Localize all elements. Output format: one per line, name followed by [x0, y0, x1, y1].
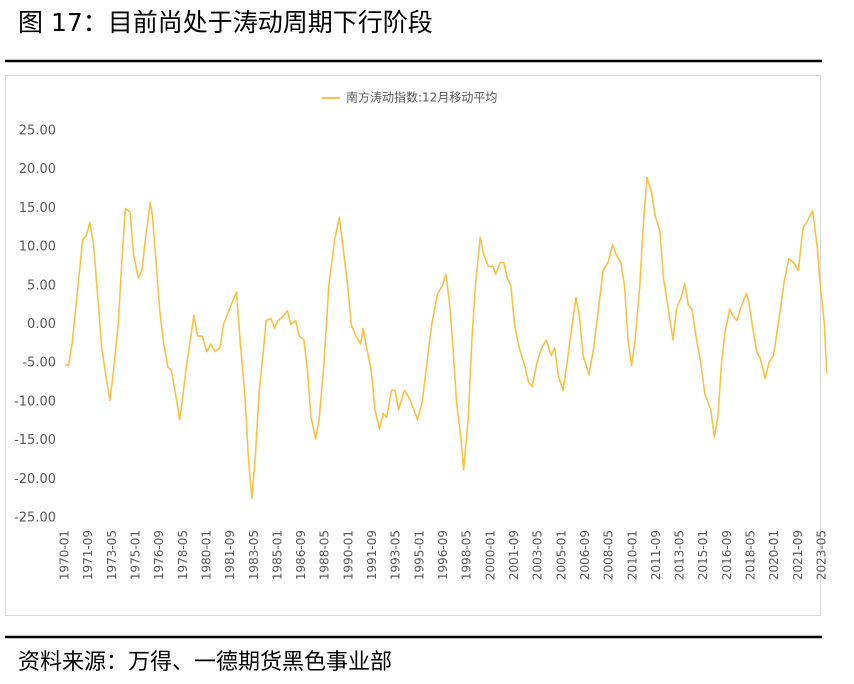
x-tick-label: 1996-09: [436, 530, 450, 580]
source-note: 资料来源：万得、一德期货黑色事业部: [18, 650, 392, 675]
x-tick-label: 1985-01: [270, 530, 284, 580]
x-tick-label: 1990-01: [341, 530, 355, 580]
x-tick-label: 2005-01: [554, 530, 568, 580]
series-line: [64, 176, 828, 500]
y-tick-label: 0.00: [27, 317, 56, 332]
y-tick-label: 5.00: [27, 278, 56, 293]
x-tick-label: 1995-01: [412, 530, 426, 580]
y-tick-label: -20.00: [14, 472, 56, 487]
x-tick-label: 2010-01: [625, 530, 639, 580]
x-tick-label: 1975-01: [128, 530, 142, 580]
x-tick-label: 1976-09: [152, 530, 166, 580]
y-tick-label: 15.00: [19, 201, 56, 216]
y-tick-label: -10.00: [14, 394, 56, 409]
x-tick-label: 2013-05: [673, 530, 687, 580]
x-tick-label: 2008-05: [602, 530, 616, 580]
y-tick-label: 20.00: [19, 162, 56, 177]
x-tick-label: 2003-05: [531, 530, 545, 580]
chart: 25.00 20.00 15.00 10.00 5.00 0.00 -5.00 -10.00 -…: [14, 90, 828, 581]
x-tick-label: 1981-09: [223, 530, 237, 580]
x-tick-label: 1980-01: [199, 530, 213, 580]
x-tick-label: 2011-09: [649, 530, 663, 580]
x-tick-label: 2018-05: [744, 530, 758, 580]
y-tick-label: 10.00: [19, 240, 56, 255]
x-tick-label: 1983-05: [247, 530, 261, 580]
x-tick-label: 2020-01: [767, 530, 781, 580]
y-tick-label: -25.00: [14, 511, 56, 526]
x-tick-label: 1970-01: [58, 530, 72, 580]
y-tick-label: 25.00: [19, 124, 56, 139]
x-tick-label: 2006-09: [578, 530, 592, 580]
x-tick-label: 2000-01: [483, 530, 497, 580]
x-tick-label: 1998-05: [460, 530, 474, 580]
x-tick-label: 2023-05: [815, 530, 829, 580]
x-tick-label: 2001-09: [507, 530, 521, 580]
y-tick-label: -5.00: [22, 356, 56, 371]
x-tick-label: 1971-09: [81, 530, 95, 580]
x-tick-label: 2021-09: [791, 530, 805, 580]
x-tick-label: 1993-05: [389, 530, 403, 580]
x-tick-label: 1988-05: [318, 530, 332, 580]
y-tick-label: -15.00: [14, 433, 56, 448]
x-tick-label: 1986-09: [294, 530, 308, 580]
x-tick-label: 2015-01: [696, 530, 710, 580]
x-tick-label: 1973-05: [105, 530, 119, 580]
legend-label: 南方涛动指数:12月移动平均: [346, 90, 497, 105]
chart-frame: [5, 75, 821, 616]
x-tick-label: 1991-09: [365, 530, 379, 580]
x-tick-label: 2016-09: [720, 530, 734, 580]
x-tick-label: 1978-05: [176, 530, 190, 580]
figure-title: 图 17：目前尚处于涛动周期下行阶段: [18, 8, 433, 37]
